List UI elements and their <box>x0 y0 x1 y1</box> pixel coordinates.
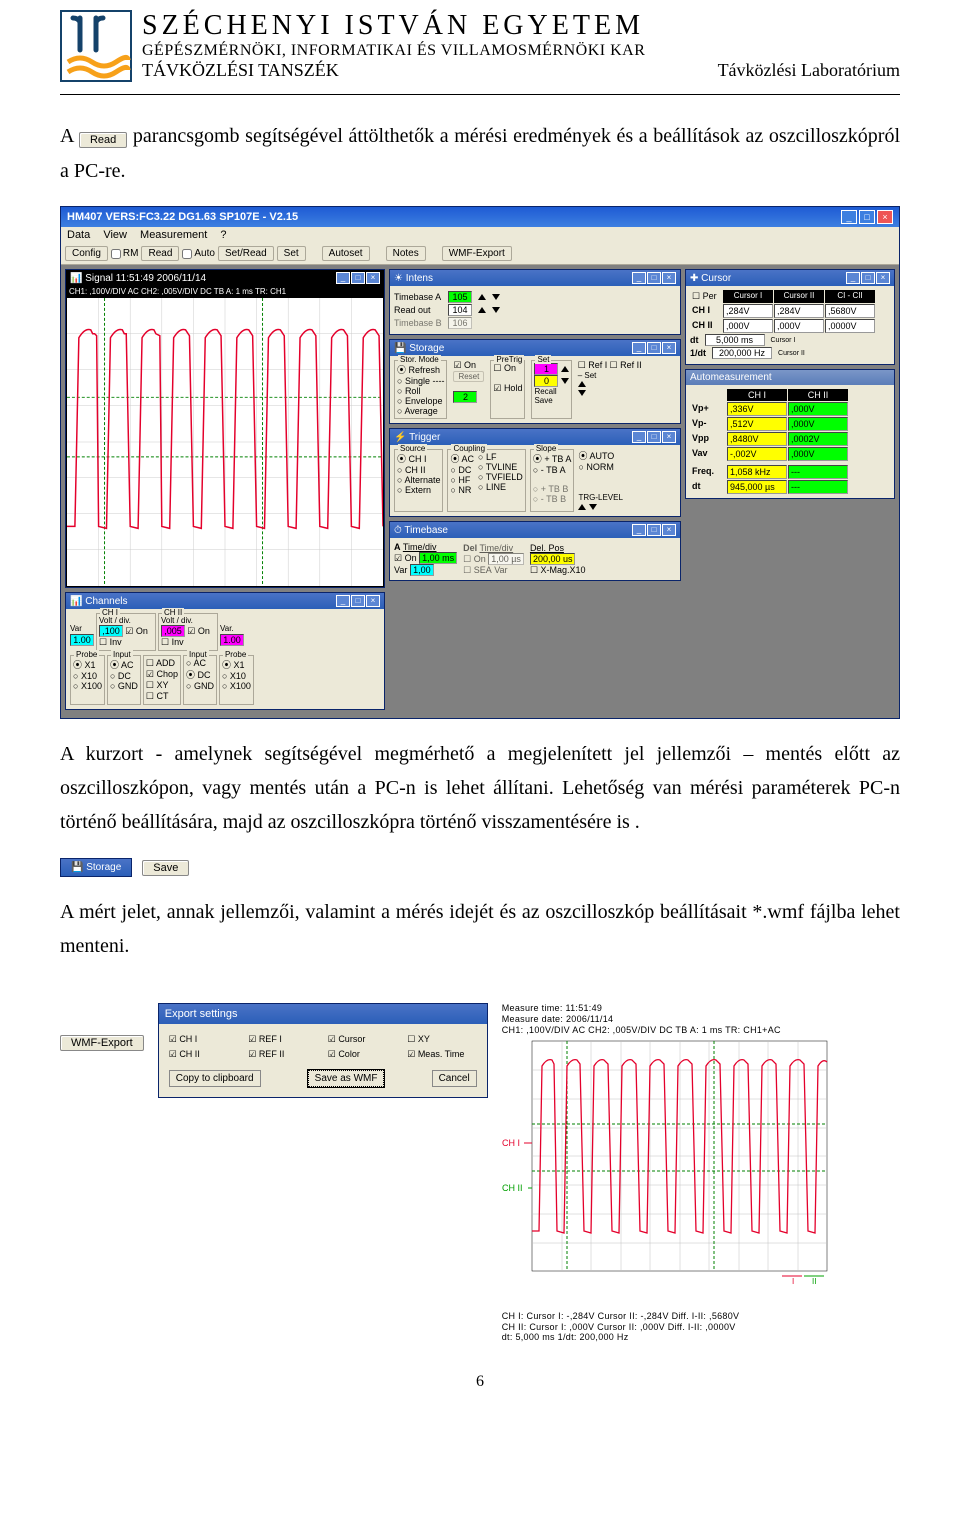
menubar[interactable]: Data View Measurement ? <box>61 227 899 243</box>
ch1-var[interactable]: 1.00 <box>70 634 94 646</box>
save-wmf-button[interactable]: Save as WMF <box>308 1070 385 1087</box>
channels-panel: 📊 Channels_□× Var 1.00 CH I Volt / div. … <box>65 592 385 710</box>
autoset-button[interactable]: Autoset <box>322 246 370 261</box>
trigger-panel: ⚡ Trigger_□× SourceCH ICH IIAlternateExt… <box>389 428 681 517</box>
svg-text:CH I: CH I <box>502 1138 520 1148</box>
oscilloscope-display <box>66 297 384 587</box>
svg-text:I: I <box>792 1277 794 1286</box>
chk-ch2[interactable]: CH II <box>169 1049 239 1060</box>
menu-measurement[interactable]: Measurement <box>140 229 207 241</box>
paragraph-2: A kurzort - amelynek segítségével megmér… <box>60 737 900 839</box>
chk-color[interactable]: Color <box>328 1049 398 1060</box>
department-name: TÁVKÖZLÉSI TANSZÉK <box>142 60 339 81</box>
cancel-button[interactable]: Cancel <box>432 1070 477 1087</box>
export-row: WMF-Export Export settings CH I REF I Cu… <box>60 1003 900 1343</box>
auto-checkbox[interactable]: Auto <box>182 248 215 259</box>
close-icon: × <box>877 210 893 224</box>
menu-help[interactable]: ? <box>220 229 226 241</box>
storage-panel: 💾 Storage_□× Stor. Mode RefreshSingle --… <box>389 339 681 424</box>
chk-ref1[interactable]: REF I <box>248 1034 318 1045</box>
exported-waveform: Measure time: 11:51:49 Measure date: 200… <box>502 1003 832 1343</box>
toolbar: Config RM Read Auto Set/Read Set Autoset… <box>61 243 899 265</box>
page-header: SZÉCHENYI ISTVÁN EGYETEM GÉPÉSZMÉRNÖKI, … <box>60 10 900 82</box>
copy-clipboard-button[interactable]: Copy to clipboard <box>169 1070 261 1087</box>
setread-button[interactable]: Set/Read <box>218 246 274 261</box>
storage-save-inline: 💾 Storage Save <box>60 858 189 877</box>
automeasurement-panel: Automeasurement CH ICH II Vp+,336V,000V … <box>685 369 895 499</box>
notes-button[interactable]: Notes <box>386 246 426 261</box>
read-button[interactable]: Read <box>141 246 179 261</box>
chk-ch1[interactable]: CH I <box>169 1034 239 1045</box>
app-title: HM407 VERS:FC3.22 DG1.63 SP107E - V2.15 <box>67 211 298 223</box>
rm-checkbox[interactable]: RM <box>111 248 139 259</box>
chk-cursor[interactable]: Cursor <box>328 1034 398 1045</box>
svg-text:CH II: CH II <box>502 1183 523 1193</box>
titlebar[interactable]: HM407 VERS:FC3.22 DG1.63 SP107E - V2.15 … <box>61 207 899 227</box>
read-button-inline[interactable]: Read <box>79 132 127 148</box>
lab-name: Távközlési Laboratórium <box>718 60 900 81</box>
timebase-panel: ⏱ Timebase_□× A Time/divOn 1,00 msVar 1,… <box>389 521 681 581</box>
window-controls[interactable]: _□× <box>839 210 893 224</box>
page-number: 6 <box>60 1373 900 1391</box>
signal-chinfo: CH1: ,100V/DIV AC CH2: ,005V/DIV DC TB A… <box>66 286 384 297</box>
set-button[interactable]: Set <box>277 246 306 261</box>
chk-xy[interactable]: XY <box>407 1034 477 1045</box>
faculty-name: GÉPÉSZMÉRNÖKI, INFORMATIKAI ÉS VILLAMOSM… <box>142 42 900 60</box>
paragraph-3: A mért jelet, annak jellemzői, valamint … <box>60 895 900 963</box>
signal-panel: 📊 Signal 11:51:49 2006/11/14_□× CH1: ,10… <box>65 269 385 588</box>
university-name: SZÉCHENYI ISTVÁN EGYETEM <box>142 10 900 42</box>
paragraph-1: A Read parancsgomb segítségével áttölthe… <box>60 119 900 188</box>
maximize-icon: □ <box>859 210 875 224</box>
minimize-icon: _ <box>841 210 857 224</box>
storage-tab-inline[interactable]: 💾 Storage <box>60 858 132 877</box>
signal-title: Signal 11:51:49 2006/11/14 <box>85 273 206 284</box>
ch2-vdiv[interactable]: ,005 <box>161 625 185 637</box>
cursor-panel: ✚ Cursor_□× PerCursor ICursor IICI - CII… <box>685 269 895 365</box>
svg-text:II: II <box>812 1277 816 1286</box>
intens-panel: ☀ Intens_□× Timebase A105 Read out104 Ti… <box>389 269 681 335</box>
menu-data[interactable]: Data <box>67 229 90 241</box>
chk-meastime[interactable]: Meas. Time <box>407 1049 477 1060</box>
university-logo <box>60 10 132 82</box>
ch1-vdiv[interactable]: ,100 <box>99 625 123 637</box>
save-button-inline[interactable]: Save <box>142 860 189 876</box>
header-divider <box>60 94 900 95</box>
menu-view[interactable]: View <box>103 229 127 241</box>
config-button[interactable]: Config <box>65 246 108 261</box>
wmf-export-button[interactable]: WMF-Export <box>442 246 512 261</box>
export-settings-dialog: Export settings CH I REF I Cursor XY CH … <box>158 1003 488 1098</box>
app-window: HM407 VERS:FC3.22 DG1.63 SP107E - V2.15 … <box>60 206 900 719</box>
wmf-export-button-inline[interactable]: WMF-Export <box>60 1035 144 1051</box>
ch2-var[interactable]: 1.00 <box>220 634 244 646</box>
chk-ref2[interactable]: REF II <box>248 1049 318 1060</box>
